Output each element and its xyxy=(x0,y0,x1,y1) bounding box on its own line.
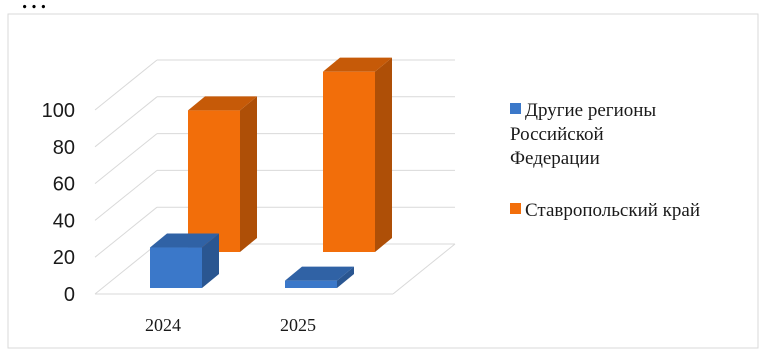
gridline-side xyxy=(94,59,158,111)
legend-label: Российской xyxy=(510,124,604,145)
chart-border xyxy=(7,13,759,349)
legend-swatch xyxy=(510,203,521,214)
value-axis: 0 20 40 60 80 100 xyxy=(42,100,75,306)
y-tick-label: 60 xyxy=(53,174,75,196)
gridline-side xyxy=(94,170,158,221)
bar-top-2025-s0 xyxy=(285,266,354,281)
legend-label: Федерации xyxy=(510,148,600,169)
bar-top-2024-s0 xyxy=(150,233,219,248)
legend: Другие регионы Российской Федерации Ставроп… xyxy=(510,100,700,221)
y-tick-label: 40 xyxy=(53,210,75,232)
bar-top-2025-s1 xyxy=(323,57,392,72)
floor-right-edge xyxy=(392,243,456,295)
bar-front-2025-s0 xyxy=(285,280,337,288)
bar-front-2024-s1 xyxy=(188,110,240,252)
gridline-side xyxy=(94,133,158,184)
category-axis: 2024 2025 xyxy=(145,315,316,335)
bar-side-2025-s1 xyxy=(375,57,392,253)
legend-swatch xyxy=(510,103,521,114)
gridline-side xyxy=(94,96,158,148)
cut-off-heading: … xyxy=(20,0,48,15)
bar-front-2024-s0 xyxy=(150,247,202,288)
y-tick-label: 100 xyxy=(42,100,75,122)
gridline-side xyxy=(94,243,158,295)
legend-label: Другие регионы xyxy=(525,100,656,121)
y-tick-label: 20 xyxy=(53,247,75,269)
bar-top-2024-s1 xyxy=(188,96,257,111)
x-tick-label: 2024 xyxy=(145,315,181,335)
bar-side-2025-s0 xyxy=(337,266,354,288)
gridlines xyxy=(94,59,456,295)
x-tick-label: 2025 xyxy=(280,315,316,335)
y-tick-label: 80 xyxy=(53,137,75,159)
y-tick-label: 0 xyxy=(64,284,75,306)
bar-side-2024-s1 xyxy=(240,96,257,252)
legend-label: Ставропольский край xyxy=(525,200,700,221)
gridline-side xyxy=(94,206,158,258)
bar-side-2024-s0 xyxy=(202,233,219,288)
bar-front-2025-s1 xyxy=(323,71,375,253)
bars xyxy=(150,57,392,288)
